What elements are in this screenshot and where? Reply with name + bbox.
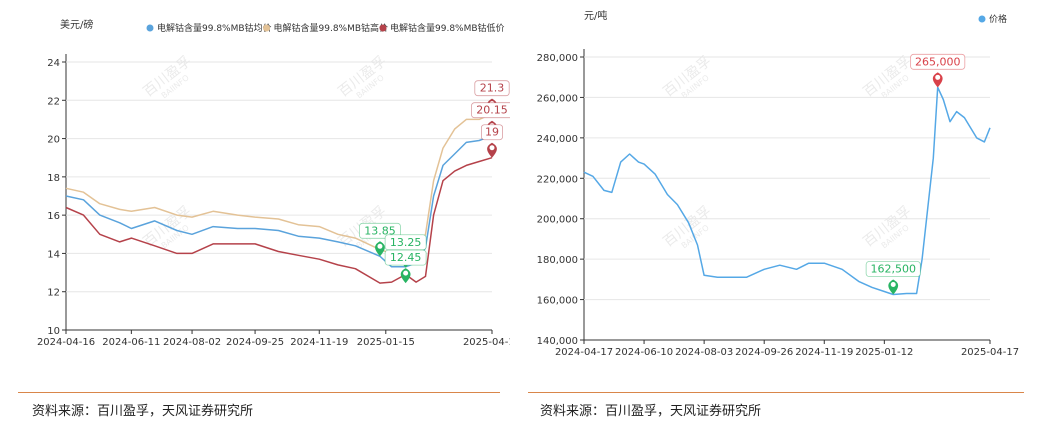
legend-label: 电解钴含量99.8%MB钴低价 (390, 22, 505, 34)
y-tick-label: 200,000 (537, 215, 578, 226)
marker-0-pin (932, 72, 943, 88)
legend-item-2: 电解钴含量99.8%MB钴低价 (379, 22, 505, 34)
x-tick-label: 2024-09-25 (226, 337, 284, 348)
footer-rule-left (18, 392, 500, 393)
marker-0-label-box (474, 80, 510, 97)
legend-swatch (379, 24, 387, 32)
series-line-2 (65, 156, 493, 284)
marker-2-label: 19 (485, 126, 499, 139)
y-tick-label: 10 (47, 326, 60, 337)
y-tick-label: 22 (47, 96, 60, 107)
x-tick-label: 2024-06-11 (102, 337, 160, 348)
y-axis-unit: 元/吨 (584, 9, 607, 22)
legend-swatch (978, 15, 986, 23)
legend-swatch (146, 24, 154, 32)
marker-0-label-box (910, 53, 966, 70)
marker-2-pin-dot (489, 145, 495, 151)
footer-rule-right (528, 392, 1024, 393)
series-line-0 (583, 86, 991, 296)
legend-label: 价格 (989, 13, 1007, 25)
marker-1-pin-dot (890, 282, 896, 288)
marker-5-pin-dot (403, 270, 409, 276)
x-tick-label: 2025-01-15 (357, 337, 415, 348)
marker-3-label: 13.85 (364, 224, 396, 237)
y-tick-label: 240,000 (537, 134, 578, 145)
y-tick-label: 180,000 (537, 255, 578, 266)
marker-2: 19 (480, 124, 503, 158)
marker-0-label: 265,000 (915, 55, 961, 68)
y-tick-label: 260,000 (537, 93, 578, 104)
marker-1-label-box (471, 102, 510, 119)
marker-1-pin (888, 279, 899, 295)
x-tick-label: 2025-04-17 (961, 347, 1019, 358)
y-tick-label: 280,000 (537, 53, 578, 64)
legend-label: 电解钴含量99.8%MB钴高价 (274, 22, 389, 34)
source-note-left: 资料来源：百川盈孚，天风证券研究所 (32, 404, 254, 419)
marker-4-label: 13.25 (390, 236, 422, 249)
marker-2-label-box (480, 124, 503, 141)
x-tick-label: 2024-09-26 (735, 347, 793, 358)
y-tick-label: 140,000 (537, 336, 578, 347)
marker-5: 12.45 (384, 249, 427, 284)
series-line-1 (65, 113, 493, 257)
legend-item-1: 电解钴含量99.8%MB钴高价 (263, 22, 388, 34)
legend-label: 电解钴含量99.8%MB钴均价 (157, 22, 272, 34)
x-tick-label: 2024-08-03 (675, 347, 733, 358)
x-tick-label: 2024-04-16 (37, 337, 95, 348)
y-tick-label: 220,000 (537, 174, 578, 185)
y-axis-unit: 美元/磅 (60, 18, 93, 31)
x-tick-label: 2024-11-19 (290, 337, 348, 348)
y-tick-label: 20 (47, 135, 60, 146)
legend-swatch (263, 24, 270, 32)
legend-item-0: 电解钴含量99.8%MB钴均价 (146, 22, 272, 34)
y-tick-label: 14 (47, 249, 60, 260)
y-tick-label: 160,000 (537, 296, 578, 307)
series-line-0 (65, 134, 493, 268)
y-tick-label: 12 (47, 288, 60, 299)
x-tick-label: 2024-06-10 (615, 347, 673, 358)
marker-1: 162,500 (865, 261, 921, 295)
y-tick-label: 18 (47, 173, 60, 184)
marker-1-label: 20.15 (476, 104, 508, 117)
marker-3-pin-dot (377, 243, 383, 249)
x-tick-label: 2024-04-17 (555, 347, 613, 358)
x-tick-label: 2025-04-16 (463, 337, 510, 348)
marker-5-label-box (384, 249, 427, 266)
marker-1-label: 162,500 (870, 263, 916, 276)
marker-1-label-box (865, 261, 921, 277)
marker-0: 265,000 (910, 53, 966, 88)
legend-item-0: 价格 (978, 13, 1007, 25)
marker-5-label: 12.45 (390, 251, 422, 264)
x-tick-label: 2025-01-12 (855, 347, 913, 358)
marker-0-label: 21.3 (480, 82, 505, 95)
x-tick-label: 2024-11-19 (795, 347, 853, 358)
y-tick-label: 24 (47, 58, 60, 69)
x-tick-label: 2024-08-02 (163, 337, 221, 348)
chart-left: 百川盈孚BAIINFO百川盈孚BAIINFO百川盈孚BAIINFO百川盈孚BAI… (37, 18, 510, 348)
marker-0-pin-dot (935, 74, 941, 80)
source-note-right: 资料来源：百川盈孚，天风证券研究所 (540, 404, 762, 419)
y-tick-label: 16 (47, 211, 60, 222)
